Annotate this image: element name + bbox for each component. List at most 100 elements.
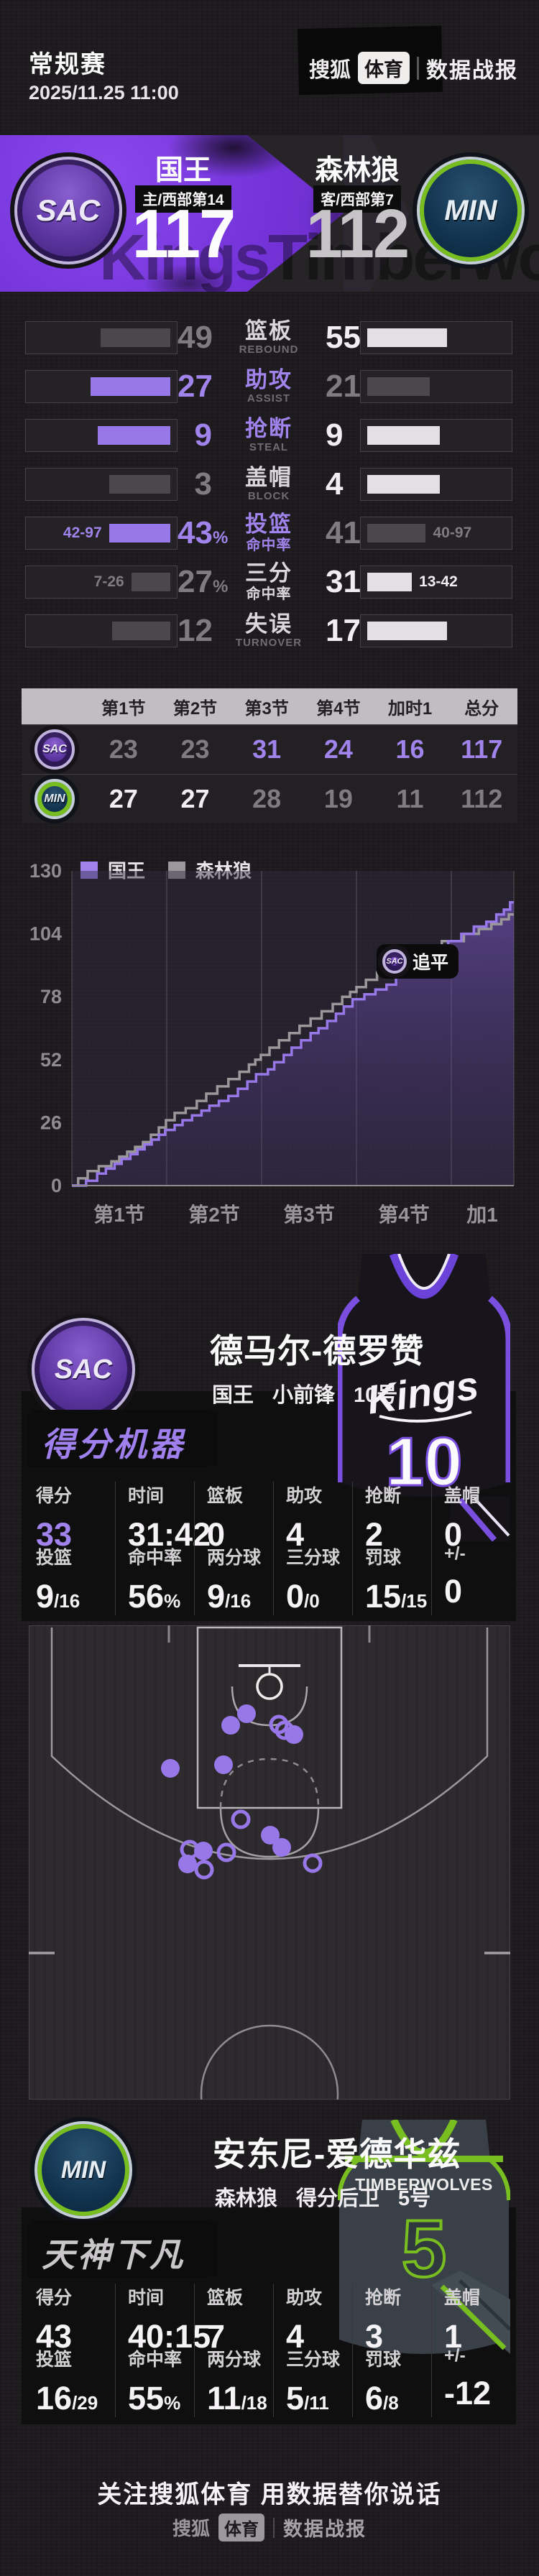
footer-slogan: 关注搜狐体育 用数据替你说话 xyxy=(97,2481,442,2508)
quarter-header-cell: 总分 xyxy=(464,698,499,719)
home-stat-bar xyxy=(25,468,178,501)
player-stat-label: 抢断 xyxy=(365,1486,402,1506)
away-bar-fill xyxy=(367,328,447,347)
tie-annotation: SAC 追平 xyxy=(377,944,459,979)
away-stat-value: 31% xyxy=(326,564,376,599)
stat-label: 盖帽 BLOCK xyxy=(222,466,315,502)
footer-divider xyxy=(273,2517,275,2538)
player1-jersey-kings: Kings 10 xyxy=(338,1254,510,1541)
legend-swatch-wolves xyxy=(168,861,186,879)
svg-text:10: 10 xyxy=(386,1423,463,1500)
table-team-logo: SAC xyxy=(34,729,75,770)
player-stat-col: 时间 40:15 xyxy=(115,2284,211,2355)
player-stat-value: 15/15 xyxy=(365,1578,428,1615)
home-bar-text: 42-97 xyxy=(63,525,102,541)
away-team-logo: MIN xyxy=(417,157,525,264)
y-axis-tick: 26 xyxy=(40,1112,62,1133)
home-bar-fill xyxy=(98,426,170,445)
player1-position: 小前锋 xyxy=(272,1384,336,1407)
stat-label-en: BLOCK xyxy=(247,490,290,503)
home-bar-fill xyxy=(109,475,170,494)
stat-label-en: REBOUND xyxy=(239,343,299,356)
quarter-score-cell: 23 xyxy=(109,734,138,764)
player1-stats-row1: 得分 33 时间 31:42 篮板 0 助攻 4 抢断 2 盖帽 0 xyxy=(36,1482,510,1554)
quarter-table-header: 第1节 第2节 第3节 第4节 加时1 总分 xyxy=(22,688,517,724)
annotation-text: 追平 xyxy=(413,953,449,973)
away-score: 112 xyxy=(305,195,410,273)
home-team-tag: 主/西部第14 xyxy=(135,185,231,213)
y-axis-tick: 130 xyxy=(29,860,62,882)
quarter-score-row: MIN 27 27 28 19 11 112 xyxy=(22,774,517,823)
player2-name: 安东尼-爱德华兹 xyxy=(213,2136,461,2173)
player-stat-value: 0 xyxy=(444,1573,463,1610)
quarter-header-cell: 第2节 xyxy=(172,698,218,719)
player-stat-value: -12 xyxy=(444,2375,492,2411)
home-stat-bar xyxy=(25,370,178,403)
home-bar-text: 7-26 xyxy=(93,573,124,590)
home-team-logo: SAC xyxy=(14,157,122,264)
x-axis-label: 第3节 xyxy=(283,1203,335,1226)
footer-sports-chip: 体育 xyxy=(218,2513,264,2542)
team-stat-row: 3 盖帽 BLOCK 4 xyxy=(0,466,539,502)
player-stat-label: 命中率 xyxy=(128,2350,183,2370)
player-stat-col: 投篮 9/16 xyxy=(36,1543,115,1615)
player-stat-col: +/- 0 xyxy=(431,1543,510,1615)
chart-legend: 国王 森林狼 xyxy=(80,857,264,883)
player-stat-value: 56% xyxy=(128,1578,181,1615)
y-axis-tick: 78 xyxy=(40,986,62,1007)
player-stat-col: 罚球 6/8 xyxy=(352,2345,431,2417)
player-stat-value: 31:42 xyxy=(128,1516,211,1553)
player-stat-label: 三分球 xyxy=(286,2350,341,2370)
player-stat-col: 抢断 2 xyxy=(352,1482,431,1554)
player-stat-col: 得分 43 xyxy=(36,2284,115,2355)
home-stat-value: 3 xyxy=(194,466,212,502)
stat-label-zh: 篮板 xyxy=(245,318,292,343)
player-stat-value: 5/11 xyxy=(286,2380,329,2416)
player2-jersey-timberwolves: TIMBERWOLVES 5 xyxy=(338,2120,510,2354)
away-bar-fill xyxy=(367,573,413,591)
home-bar-fill xyxy=(101,328,170,347)
player-stat-label: 助攻 xyxy=(286,2288,323,2308)
player2-stats-row2: 投篮 16/29 命中率 55% 两分球 11/18 三分球 5/11 罚球 6/8 +/- -12 xyxy=(36,2345,510,2417)
player-stat-label: 投篮 xyxy=(36,1548,73,1568)
player-stat-col: 两分球 11/18 xyxy=(194,2345,273,2417)
player1-tagline-brush xyxy=(32,1410,211,1463)
away-team-tag: 客/西部第7 xyxy=(313,185,401,213)
stat-label: 助攻 ASSIST xyxy=(222,368,315,405)
score-trend-chart: 0 26 52 78 104 130 第1节 第2节 第3节 第4节 加1 xyxy=(29,860,515,1226)
stat-label: 三分 命中率 xyxy=(222,562,315,602)
x-axis-label: 加1 xyxy=(466,1204,498,1226)
player-stat-col: 篮板 0 xyxy=(194,1482,273,1554)
shot-made xyxy=(161,1759,180,1778)
home-bar-fill xyxy=(131,573,170,591)
player-stat-value: 2 xyxy=(365,1516,384,1553)
away-stat-bar: 13-42 xyxy=(360,565,512,599)
home-stat-bar: 7-26 xyxy=(25,565,178,599)
home-stat-bar xyxy=(25,614,178,647)
stat-label-zh: 投篮 xyxy=(245,512,292,537)
stat-label: 失误 TURNOVER xyxy=(222,612,315,649)
shot-missed xyxy=(269,1714,289,1735)
y-axis-tick: 0 xyxy=(51,1175,62,1196)
player-stat-value: 40:15 xyxy=(128,2318,211,2355)
player-stat-value: 9/16 xyxy=(36,1578,80,1615)
quarter-header-cell: 第3节 xyxy=(244,698,289,719)
shot-missed xyxy=(231,1809,251,1829)
player-stat-value: 43 xyxy=(36,2318,73,2355)
player-stat-value: 4 xyxy=(286,2318,305,2355)
home-stat-value: 49 xyxy=(178,320,213,355)
home-score: 117 xyxy=(132,195,236,273)
quarter-team-logo-cell: MIN xyxy=(22,779,88,819)
player-stat-col: +/- -12 xyxy=(431,2345,510,2417)
player2-team-logo: MIN xyxy=(34,2121,132,2219)
player2-tagline-brush xyxy=(32,2220,211,2273)
brand-report: 数据战报 xyxy=(426,58,519,83)
player-stat-value: 4 xyxy=(286,1516,305,1553)
away-bar-fill xyxy=(367,622,447,640)
x-axis-label: 第2节 xyxy=(188,1203,240,1226)
player-stat-label: 篮板 xyxy=(207,2288,244,2308)
away-stat-bar xyxy=(360,419,512,452)
home-team-name: 国王 xyxy=(155,155,211,186)
quarter-score-cell: 23 xyxy=(180,734,210,764)
quarter-score-cell: 31 xyxy=(252,734,282,764)
